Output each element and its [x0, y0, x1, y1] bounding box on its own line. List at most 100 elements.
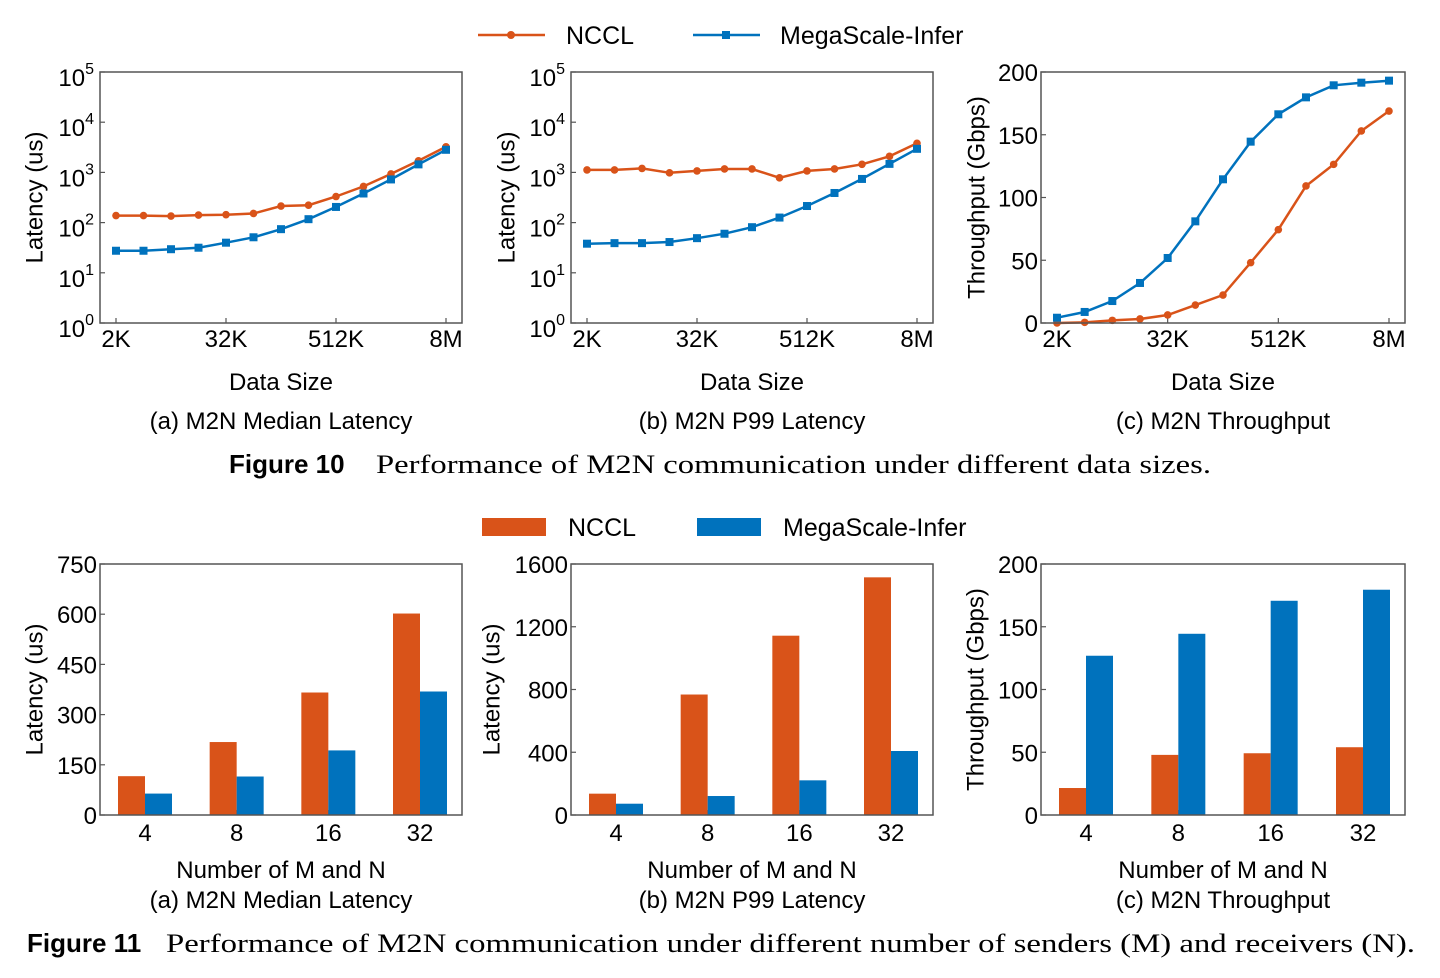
data-point-nccl — [1191, 301, 1200, 309]
y-axis-label: Latency (us) — [478, 623, 505, 755]
data-point-megascale — [638, 239, 646, 248]
data-point-nccl — [1163, 311, 1172, 319]
data-point-nccl — [1136, 315, 1144, 323]
y-tick-label: 104 — [529, 111, 565, 142]
data-point-megascale — [858, 174, 866, 183]
data-point-megascale — [442, 145, 450, 154]
data-point-megascale — [583, 239, 591, 248]
data-point-nccl — [1219, 291, 1227, 299]
data-point-megascale — [830, 188, 839, 197]
bar-nccl — [393, 613, 420, 815]
data-point-megascale — [1080, 307, 1089, 316]
y-tick-label-exponent: 4 — [85, 111, 94, 128]
y-tick-label-base: 10 — [529, 165, 556, 192]
data-point-megascale — [1246, 137, 1255, 146]
y-tick-label-base: 10 — [529, 316, 556, 343]
data-point-nccl — [775, 174, 784, 182]
x-tick-label: 4 — [1079, 820, 1092, 847]
legend-nccl-label: NCCL — [568, 514, 636, 542]
chart-figure11-c: 0 50 100 150 200 4 8 16 32 Number of M and N (c) M… — [962, 552, 1406, 914]
subplot-title: (a) M2N Median Latency — [150, 408, 413, 435]
y-tick-label-exponent: 5 — [556, 61, 565, 78]
data-point-megascale — [885, 159, 894, 168]
y-tick-label: 101 — [529, 262, 565, 293]
bar-megascale — [1178, 633, 1206, 815]
data-point-nccl — [665, 169, 674, 177]
plot-frame — [99, 563, 463, 816]
x-tick-label: 512K — [779, 326, 835, 353]
bar-megascale — [616, 803, 643, 815]
data-point-megascale — [304, 215, 313, 224]
data-point-nccl — [332, 192, 340, 201]
y-tick-label: 100 — [998, 678, 1038, 705]
bar-nccl — [118, 776, 145, 815]
subplot-title: (b) M2N P99 Latency — [639, 887, 866, 914]
data-point-nccl — [1274, 225, 1283, 234]
data-point-nccl — [112, 211, 120, 220]
data-point-megascale — [1053, 313, 1061, 322]
bar-nccl — [772, 635, 800, 815]
y-tick-label: 0 — [1025, 311, 1038, 338]
bar-nccl — [301, 692, 329, 815]
data-point-nccl — [139, 211, 148, 220]
bar-megascale — [891, 750, 918, 815]
legend-megascale-square-marker — [722, 31, 730, 39]
x-tick-label: 8 — [701, 820, 714, 847]
legend-megascale-label: MegaScale-Infer — [783, 514, 966, 542]
y-tick-label: 102 — [529, 212, 565, 243]
data-point-megascale — [359, 189, 368, 198]
subplot-title: (c) M2N Throughput — [1116, 408, 1331, 435]
legend-megascale-label: MegaScale-Infer — [780, 22, 963, 50]
subplot-title: (c) M2N Throughput — [1116, 887, 1331, 914]
x-tick-label: 512K — [1250, 326, 1306, 353]
plot-frame — [570, 71, 934, 324]
data-point-megascale — [1385, 76, 1393, 85]
bar-megascale — [799, 780, 827, 815]
data-point-nccl — [885, 152, 894, 161]
data-point-megascale — [194, 243, 203, 252]
y-tick-label-base: 10 — [529, 115, 556, 142]
data-point-megascale — [1357, 78, 1366, 87]
data-point-megascale — [720, 229, 729, 238]
y-tick-label: 0 — [1025, 803, 1038, 830]
data-point-nccl — [803, 167, 811, 175]
figure11-caption-label: Figure 11 — [27, 928, 141, 958]
y-tick-label: 600 — [57, 602, 97, 629]
y-tick-label: 50 — [1011, 248, 1038, 275]
x-tick-label: 32 — [878, 820, 905, 847]
x-tick-label: 2K — [572, 326, 601, 353]
x-axis-label: Number of M and N — [1118, 857, 1327, 884]
data-point-megascale — [249, 233, 258, 242]
x-tick-label: 16 — [786, 820, 813, 847]
figure10-caption: Figure 10 Performance of M2N communicati… — [229, 449, 1211, 479]
data-point-megascale — [748, 223, 756, 232]
x-tick-label: 16 — [315, 820, 342, 847]
bar-megascale — [420, 691, 447, 815]
x-tick-label: 2K — [1042, 326, 1071, 353]
data-point-nccl — [1329, 160, 1338, 169]
y-tick-label: 1200 — [515, 615, 568, 642]
bar-megascale — [328, 750, 356, 815]
y-tick-label-base: 10 — [58, 65, 85, 92]
data-point-megascale — [277, 225, 285, 234]
x-axis-label: Number of M and N — [647, 857, 856, 884]
x-axis-label: Number of M and N — [176, 857, 385, 884]
figure10-caption-text: Performance of M2N communication under d… — [376, 450, 1211, 479]
data-point-nccl — [720, 165, 729, 173]
bar-megascale — [1363, 589, 1390, 815]
legend-nccl-swatch — [482, 518, 546, 536]
figure10-caption-label: Figure 10 — [229, 449, 345, 479]
x-tick-label: 8M — [1372, 326, 1405, 353]
legend-nccl-circle-marker — [507, 31, 515, 39]
data-point-megascale — [139, 246, 148, 255]
y-tick-label-exponent: 2 — [85, 212, 94, 229]
data-point-nccl — [583, 166, 591, 174]
data-point-megascale — [387, 175, 395, 184]
data-point-megascale — [1163, 253, 1172, 262]
figure11-caption: Figure 11 Performance of M2N communicati… — [27, 928, 1415, 958]
data-point-megascale — [913, 144, 921, 153]
x-tick-label: 4 — [138, 820, 151, 847]
chart-figure10-c: 0 50 100 150 200 2K 32K 512K 8M Data Size (c) M2N … — [963, 60, 1406, 435]
data-point-megascale — [1136, 278, 1144, 287]
